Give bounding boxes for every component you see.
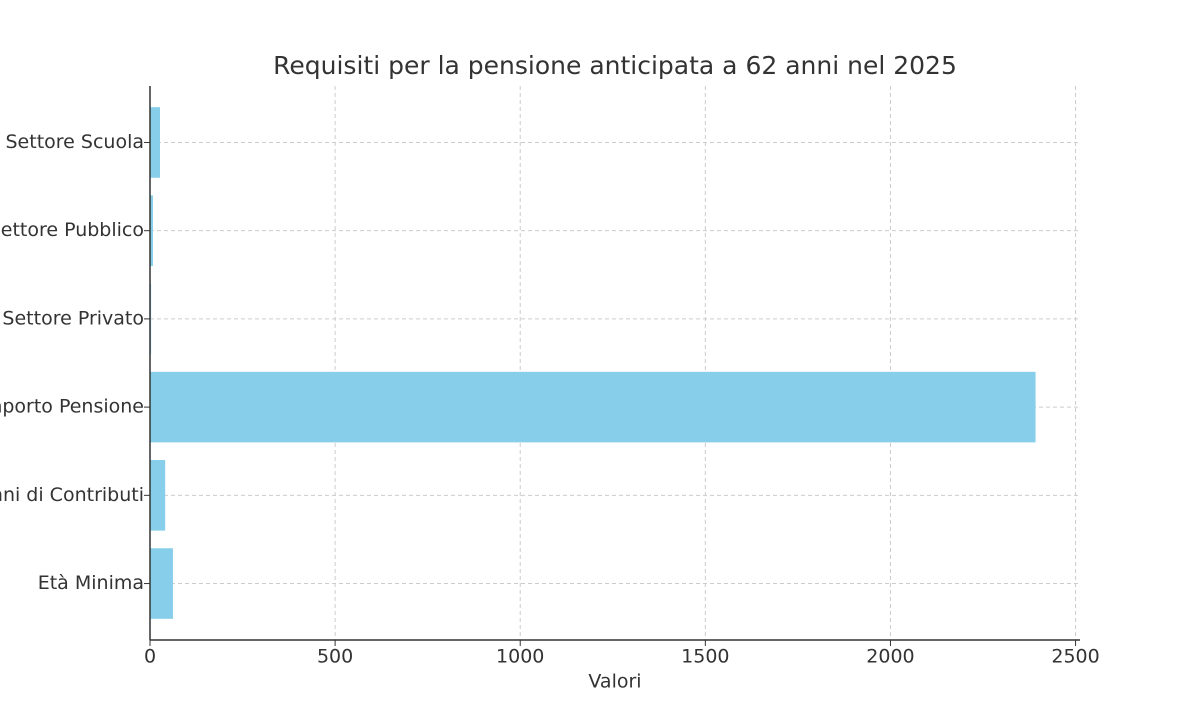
x-tick-label: 1000 xyxy=(496,646,544,668)
x-tick-label: 2000 xyxy=(866,646,914,668)
y-tick-label: Settore Scuola xyxy=(6,131,145,153)
bar xyxy=(150,107,160,178)
x-tick-label: 500 xyxy=(317,646,353,668)
x-tick-label: 1500 xyxy=(681,646,729,668)
y-tick-label: Settore Privato xyxy=(2,307,144,329)
x-axis-label: Valori xyxy=(588,671,641,693)
y-tick-label: Settore Pubblico xyxy=(0,219,144,241)
y-tick-label: Età Minima xyxy=(38,572,144,594)
bar xyxy=(150,371,1036,443)
bar xyxy=(150,460,166,531)
x-tick-label: 0 xyxy=(144,646,156,668)
y-tick-label: Importo Pensione xyxy=(0,396,144,418)
bar xyxy=(150,195,153,266)
bar xyxy=(150,548,173,619)
y-tick-label: Anni di Contributi xyxy=(0,484,144,506)
chart-title: Requisiti per la pensione anticipata a 6… xyxy=(273,51,957,80)
x-tick-label: 2500 xyxy=(1051,646,1099,668)
